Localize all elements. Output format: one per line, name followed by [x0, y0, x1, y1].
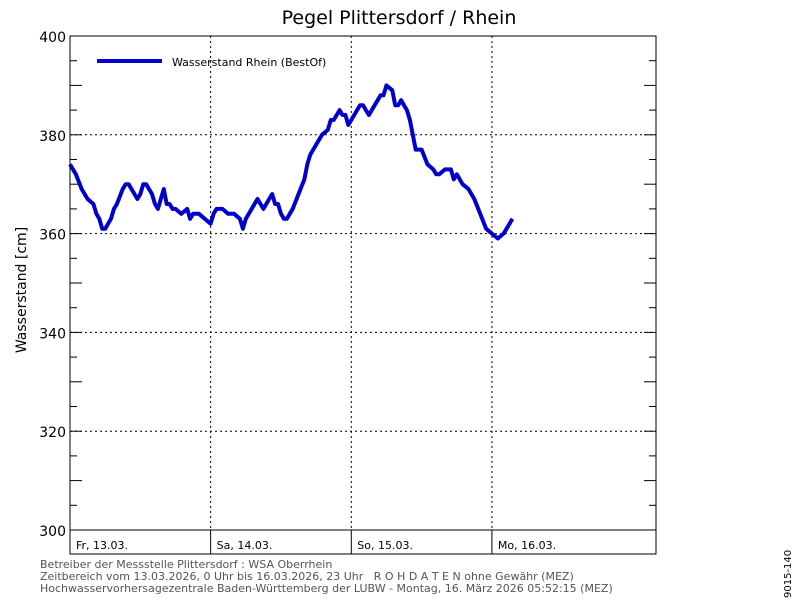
x-tick-label: Fr, 13.03. [76, 539, 128, 552]
series-layer [68, 83, 515, 241]
y-axis-label: Wasserstand [cm] [14, 227, 30, 353]
y-tick-label: 400 [39, 30, 66, 46]
legend-label: Wasserstand Rhein (BestOf) [172, 56, 326, 69]
x-tick-label: So, 15.03. [357, 539, 413, 552]
grid [70, 36, 656, 530]
side-code: 9015-140 [783, 549, 794, 598]
plot-frame [69, 35, 657, 555]
y-tick-label: 340 [39, 326, 66, 342]
y-tick-label: 360 [39, 228, 66, 244]
footer-operator: Betreiber der Messstelle Plittersdorf : … [40, 558, 333, 571]
x-tick-label: Mo, 16.03. [498, 539, 556, 552]
y-tick-label: 320 [39, 425, 66, 441]
y-tick-label: 300 [39, 524, 66, 540]
series-line [68, 83, 515, 241]
y-tick-label: 380 [39, 129, 66, 145]
footer-publisher: Hochwasservorhersagezentrale Baden-Württ… [40, 582, 613, 595]
ticks: 300 320 340 360 380 400 Fr, 13.03. Sa, 14.03. So… [39, 30, 656, 554]
x-tick-label: Sa, 14.03. [217, 539, 273, 552]
chart-title: Pegel Plittersdorf / Rhein [282, 7, 517, 29]
footer-timerange: Zeitbereich vom 13.03.2026, 0 Uhr bis 16… [40, 570, 574, 583]
legend: Wasserstand Rhein (BestOf) [97, 56, 326, 69]
